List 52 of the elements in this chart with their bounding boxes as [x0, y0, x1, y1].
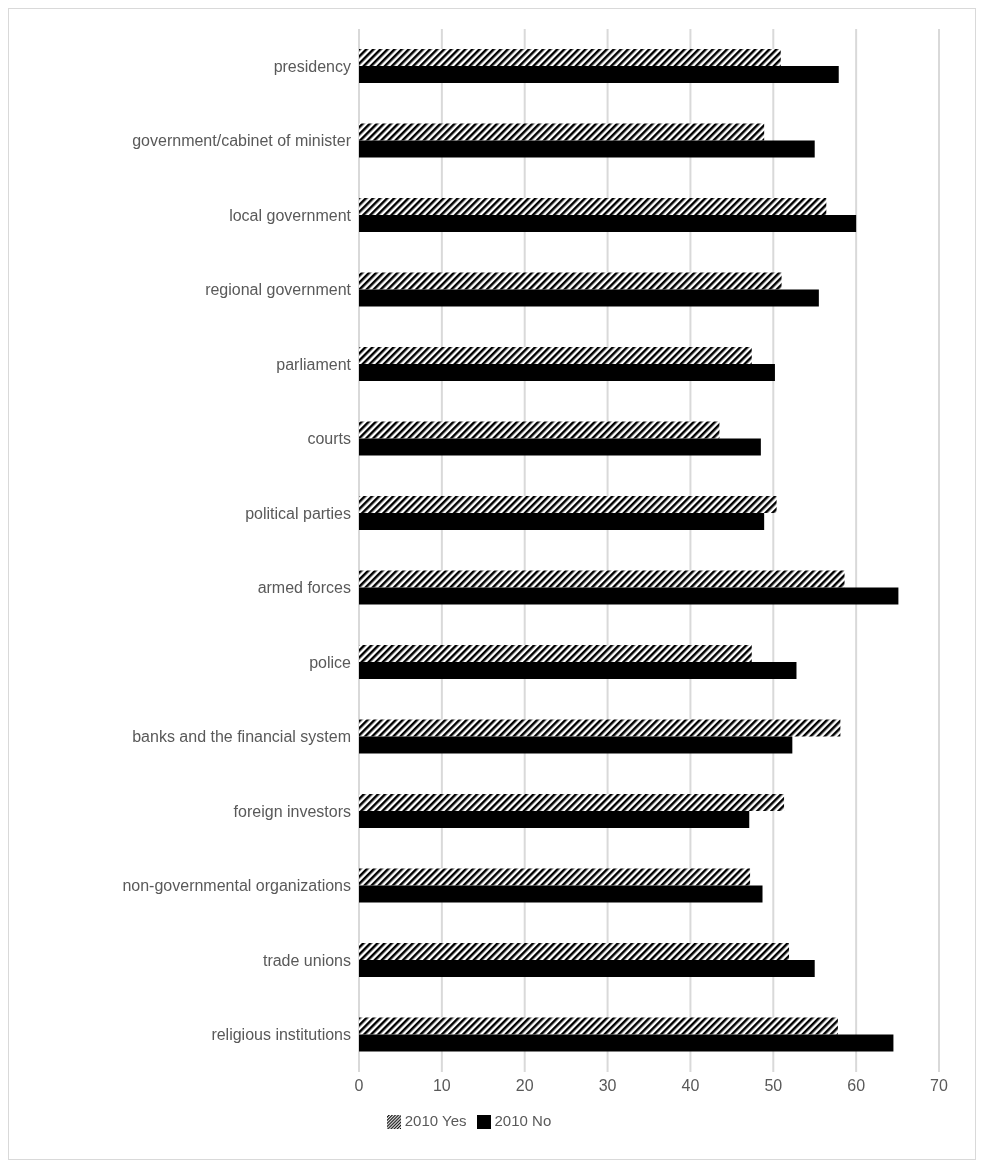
bar: [359, 810, 750, 828]
bar: [359, 123, 765, 141]
y-tick-label: non-governmental organizations: [122, 877, 351, 895]
y-tick-label: presidency: [273, 57, 351, 75]
x-tick-label: 0: [354, 1077, 364, 1095]
bar: [359, 570, 845, 588]
bar: [359, 512, 765, 530]
y-tick-label: local government: [229, 206, 352, 224]
y-tick-label: courts: [307, 430, 351, 448]
x-tick-label: 20: [515, 1077, 534, 1095]
bar: [359, 1034, 894, 1052]
bar: [359, 959, 815, 977]
bar: [359, 719, 841, 737]
bar: [359, 140, 815, 158]
bar: [359, 289, 819, 307]
y-tick-label: religious institutions: [211, 1026, 351, 1044]
y-tick-label: parliament: [276, 355, 352, 373]
y-tick-label: armed forces: [257, 579, 351, 597]
bar: [359, 868, 751, 886]
x-tick-label: 10: [432, 1077, 451, 1095]
bar: [359, 942, 790, 960]
y-tick-label: foreign investors: [233, 802, 351, 820]
x-tick-label: 30: [598, 1077, 617, 1095]
bar: [359, 198, 827, 215]
bar: [359, 885, 763, 903]
bar: [359, 215, 857, 232]
x-tick-label: 50: [764, 1077, 783, 1095]
bar: [359, 495, 777, 513]
bar: [359, 736, 793, 754]
bar: [359, 587, 899, 605]
bar: [359, 49, 781, 66]
y-tick-label: trade unions: [262, 951, 351, 969]
y-tick-label: government/cabinet of minister: [132, 132, 352, 150]
bar: [359, 421, 720, 439]
legend-label: 2010 No: [494, 1111, 552, 1129]
bar: [359, 363, 775, 381]
bar: [359, 661, 797, 679]
y-tick-label: banks and the financial system: [132, 728, 351, 746]
x-tick-label: 40: [681, 1077, 700, 1095]
bar: [359, 793, 785, 811]
legend-label: 2010 Yes: [404, 1111, 467, 1129]
y-tick-label: political parties: [245, 504, 351, 522]
x-tick-label: 60: [847, 1077, 866, 1095]
bar: [359, 346, 752, 364]
y-tick-label: police: [309, 653, 352, 671]
bar: [359, 272, 782, 290]
bar: [359, 1017, 838, 1035]
bar: [359, 438, 761, 456]
x-tick-label: 70: [930, 1077, 948, 1095]
bar: [359, 644, 752, 662]
bar: [359, 66, 839, 83]
y-tick-label: regional government: [205, 281, 352, 299]
